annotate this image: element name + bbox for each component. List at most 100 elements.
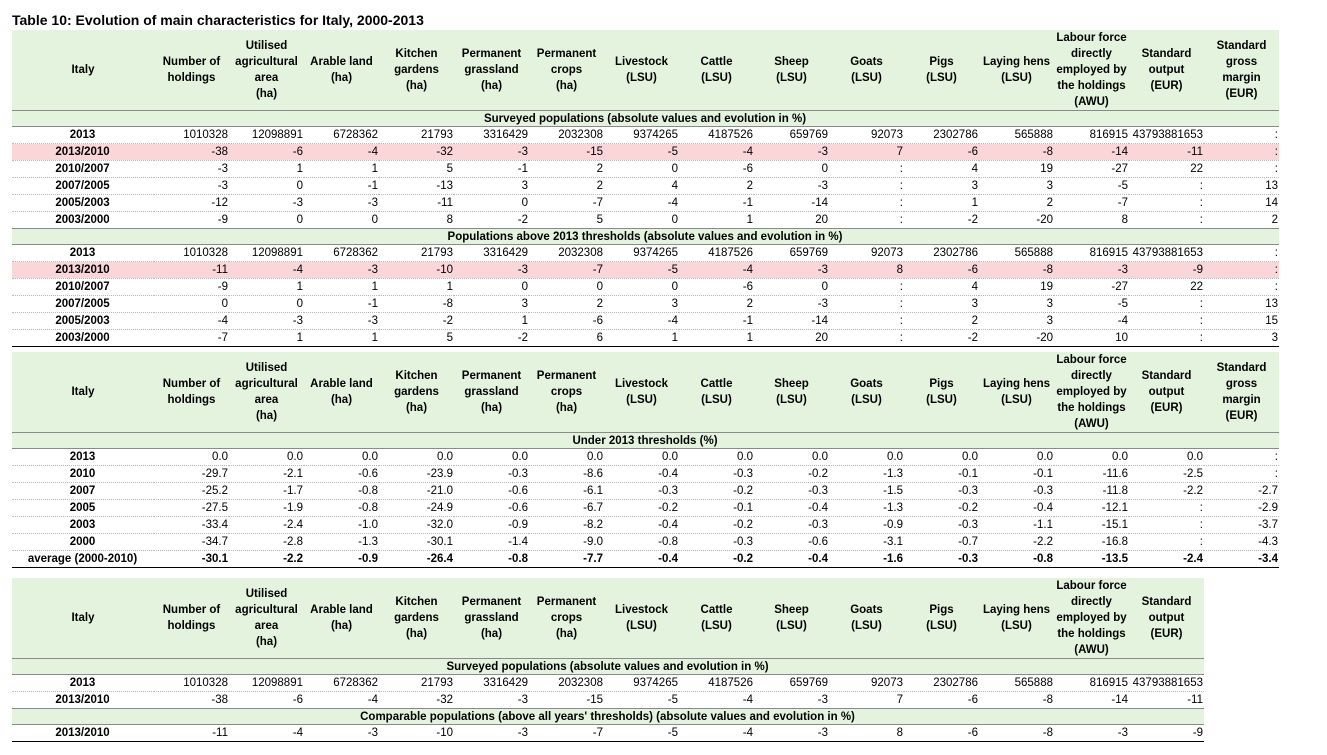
table-cell: 0.0 (529, 448, 604, 466)
table-cell: 0.0 (754, 448, 829, 466)
column-header: Permanent grassland (ha) (454, 578, 529, 659)
table-cell: 4187526 (679, 244, 754, 262)
table-cell: : (1204, 143, 1279, 161)
table-cell: -0.3 (679, 465, 754, 483)
table-cell: : (1204, 448, 1279, 466)
table-cell: -1 (304, 295, 379, 313)
table-cell: 92073 (829, 126, 904, 144)
table-cell: 816915 (1054, 674, 1129, 692)
column-header: Utilised agricultural area (ha) (229, 30, 304, 111)
table-cell: -3.4 (1204, 550, 1279, 568)
table-cell: 19 (979, 278, 1054, 296)
table-cell: -7 (1054, 194, 1129, 212)
table-cell: 2032308 (529, 126, 604, 144)
header-row: Italy Number of holdings Utilised agricultur… (12, 30, 1279, 111)
table-row: 2013 1010328 12098891 6728362 21793 3316429 20… (12, 126, 1279, 144)
table-cell: 20 (754, 211, 829, 229)
table-cell: -2 (904, 211, 979, 229)
table-cell: 0.0 (229, 448, 304, 466)
table-cell: 1 (454, 312, 529, 330)
table-cell: 6 (529, 329, 604, 347)
table-cell: 5 (379, 160, 454, 178)
table-row: 2007/2005 0 0 -1 -8 3 2 3 2 -3:3 3 -5:13 (12, 295, 1279, 313)
table-cell: 0.0 (904, 448, 979, 466)
table-cell: 2 (529, 177, 604, 195)
column-header: Standard output (EUR) (1129, 30, 1204, 111)
table-cell: -0.1 (679, 499, 754, 517)
table-cell: -3 (154, 160, 229, 178)
table-cell: 4 (904, 160, 979, 178)
column-header: Arable land (ha) (304, 30, 379, 111)
table-cell: -30.1 (154, 550, 229, 568)
table-cell: 92073 (829, 674, 904, 692)
header-row-label: Italy (12, 30, 154, 111)
table-cell: -0.3 (679, 533, 754, 551)
table-cell: 21793 (379, 674, 454, 692)
table-cell: 3 (979, 177, 1054, 195)
table-cell: -23.9 (379, 465, 454, 483)
table-cell: -9 (1129, 261, 1204, 279)
table-cell: : (1129, 177, 1204, 195)
table-cell: -3 (1054, 261, 1129, 279)
header-row-label: Italy (12, 578, 154, 659)
table-cell: 1 (604, 329, 679, 347)
table-cell: -2 (454, 329, 529, 347)
table-cell: -32 (379, 691, 454, 709)
header-row: Italy Number of holdings Utilised agricultur… (12, 352, 1279, 433)
table-cell: 3316429 (454, 126, 529, 144)
table-cell: -27.5 (154, 499, 229, 517)
column-header: Permanent crops (ha) (529, 30, 604, 111)
table-cell: -2.7 (1204, 482, 1279, 500)
table-cell: -6 (229, 691, 304, 709)
table-cell: -6 (904, 691, 979, 709)
table-cell: -11.8 (1054, 482, 1129, 500)
table-cell: -3 (229, 194, 304, 212)
table-cell: -2.4 (1129, 550, 1204, 568)
table-cell: -0.8 (304, 482, 379, 500)
table-cell: 2 (529, 160, 604, 178)
table-cell: -21.0 (379, 482, 454, 500)
table-cell: : (829, 160, 904, 178)
table-cell: -4 (1054, 312, 1129, 330)
table-cell: 3 (979, 312, 1054, 330)
table-cell: -3 (304, 724, 379, 742)
column-header: Labour force directly employed by the holdi… (1054, 30, 1129, 111)
table-cell: -38 (154, 691, 229, 709)
table-cell: -3 (154, 177, 229, 195)
table-cell: 21793 (379, 126, 454, 144)
column-header: Kitchen gardens (ha) (379, 578, 454, 659)
table-cell: -3 (754, 261, 829, 279)
table-cell: -14 (1054, 143, 1129, 161)
column-header: Number of holdings (154, 30, 229, 111)
table-cell: -8 (979, 724, 1054, 742)
column-header: Utilised agricultural area (ha) (229, 352, 304, 433)
table-cell: -0.2 (679, 550, 754, 568)
column-header: Arable land (ha) (304, 352, 379, 433)
column-header: Number of holdings (154, 578, 229, 659)
table-cell: 1 (229, 278, 304, 296)
table-cell: -10 (379, 261, 454, 279)
column-header: Laying hens (LSU) (979, 30, 1054, 111)
table-cell: -1.3 (829, 465, 904, 483)
column-header: Pigs (LSU) (904, 30, 979, 111)
table-cell: 4187526 (679, 674, 754, 692)
column-header: Cattle (LSU) (679, 578, 754, 659)
table-row: 2010/2007 -3 1 1 5 -1 2 0 -6 0:4 19 -27 22: (12, 160, 1279, 178)
table-cell: : (829, 194, 904, 212)
row-label: 2013/2010 (12, 724, 154, 742)
table-cell: -0.4 (604, 516, 679, 534)
column-header: Goats (LSU) (829, 30, 904, 111)
table-row: 2013/2010 -11 -4 -3 -10 -3 -7 -5 -4 -3 8 -6 -8 -3 -9: (12, 261, 1279, 279)
table-cell: -6 (679, 278, 754, 296)
table-cell: 1 (304, 329, 379, 347)
table-cell: 6728362 (304, 674, 379, 692)
column-header: Permanent grassland (ha) (454, 352, 529, 433)
table-cell: 816915 (1054, 244, 1129, 262)
table-cell: -4 (229, 261, 304, 279)
table-cell: 3 (904, 295, 979, 313)
column-header: Utilised agricultural area (ha) (229, 578, 304, 659)
table-comparable-populations: Italy Number of holdings Utilised agricultur… (12, 578, 1204, 742)
table-cell: -0.3 (904, 550, 979, 568)
table-cell: -3 (454, 691, 529, 709)
table-cell: -2 (904, 329, 979, 347)
